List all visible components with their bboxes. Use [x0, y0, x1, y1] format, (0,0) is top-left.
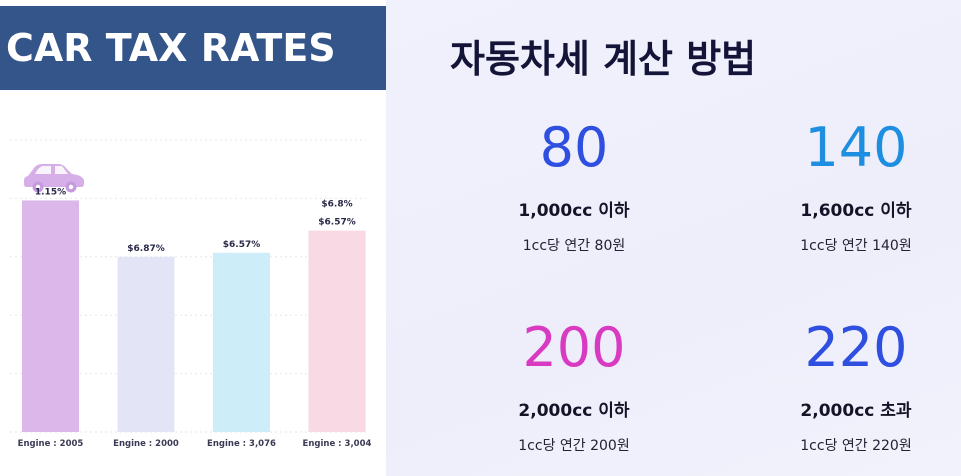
bar-data-label: $6.87% [127, 244, 165, 254]
rate-detail: 1cc당 연간 140원 [800, 238, 912, 254]
bars: 1.15% Engine : 2005 $6.87% Engine : 2000 $6.… [18, 187, 372, 449]
rate-condition: 1,600cc 이하 [800, 201, 912, 221]
category-label: Engine : 3,076 [207, 439, 276, 449]
rate-condition: 2,000cc 이하 [518, 401, 630, 421]
page-heading: 자동차세 계산 방법 [450, 37, 757, 81]
rate-card-2000cc: 200 2,000cc 이하 1cc당 연간 200원 [444, 318, 704, 455]
bar [117, 256, 175, 432]
title-banner: CAR TAX RATES [0, 6, 386, 90]
chart-panel: CAR TAX RATES 1.15% Engine : 2005 $6.87% En… [0, 0, 386, 476]
rate-condition: 1,000cc 이하 [518, 201, 630, 221]
rate-number: 140 [804, 116, 908, 179]
rate-detail: 1cc당 연간 80원 [522, 238, 626, 254]
rate-card-over-2000cc: 220 2,000cc 초과 1cc당 연간 220원 [726, 318, 961, 455]
rate-card-1000cc: 80 1,000cc 이하 1cc당 연간 80원 [444, 118, 704, 255]
banner-title: CAR TAX RATES [6, 26, 336, 70]
bar-data-label: 1.15% [35, 187, 66, 197]
grid-lines [10, 139, 366, 433]
rate-condition: 2,000cc 초과 [800, 401, 912, 421]
rates-panel: 자동차세 계산 방법 80 1,000cc 이하 1cc당 연간 80원 140… [386, 0, 961, 476]
rate-number: 200 [522, 316, 626, 379]
car-icon [24, 164, 84, 193]
rate-card-1600cc: 140 1,600cc 이하 1cc당 연간 140원 [726, 118, 961, 255]
bar-chart: 1.15% Engine : 2005 $6.87% Engine : 2000 $6.… [10, 139, 372, 449]
bar [22, 200, 79, 432]
bar-data-label: $6.57% [223, 240, 261, 250]
category-label: Engine : 3,004 [303, 439, 372, 449]
category-label: Engine : 2005 [18, 439, 84, 449]
category-label: Engine : 2000 [113, 439, 179, 449]
rate-detail: 1cc당 연간 200원 [518, 438, 630, 454]
rate-number: 80 [539, 116, 609, 179]
bar-extra-label: $6.8% [321, 200, 352, 210]
bar [308, 230, 366, 432]
rate-detail: 1cc당 연간 220원 [800, 438, 912, 454]
bar [213, 252, 270, 432]
rate-number: 220 [804, 316, 908, 379]
bar-data-label: $6.57% [318, 218, 356, 228]
